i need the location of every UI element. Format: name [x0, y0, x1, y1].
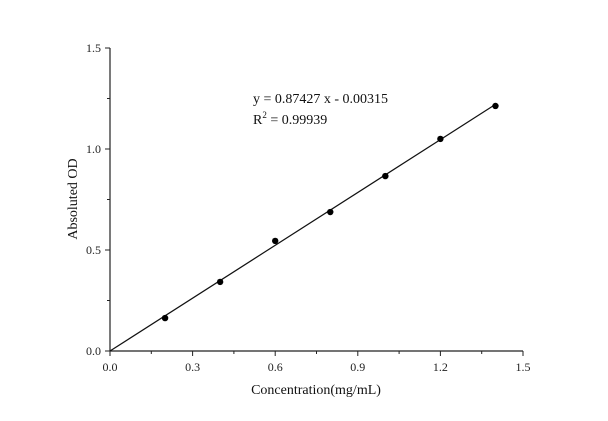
- x-tick-label: 0.6: [268, 360, 283, 374]
- x-axis-title: Concentration(mg/mL): [251, 383, 381, 398]
- x-tick-label: 0.0: [103, 360, 118, 374]
- data-point: [437, 135, 444, 143]
- r-squared: R2 = 0.99939: [253, 110, 327, 128]
- regression-equation: y = 0.87427 x - 0.00315: [253, 92, 388, 107]
- x-tick-label: 1.2: [433, 360, 448, 374]
- data-points: [109, 102, 499, 352]
- data-point: [161, 314, 169, 322]
- y-tick-label: 0.0: [86, 344, 101, 358]
- data-point: [492, 102, 499, 110]
- axes: 0.0 0.3 0.6 0.9 1.2 1.5 0.0 0.5 1.0 1.5: [86, 41, 531, 374]
- y-tick-label: 1.0: [86, 142, 101, 156]
- y-axis-title: Absoluted OD: [66, 158, 81, 239]
- fit-line: [109, 103, 496, 352]
- data-point: [272, 237, 279, 245]
- y-tick-label: 0.5: [86, 243, 101, 257]
- x-tick-label: 0.9: [350, 360, 365, 374]
- x-tick-label: 0.3: [185, 360, 200, 374]
- data-point: [382, 172, 389, 180]
- y-tick-label: 1.5: [86, 41, 101, 55]
- x-tick-label: 1.5: [516, 360, 531, 374]
- data-point: [216, 278, 224, 286]
- data-point: [327, 208, 334, 216]
